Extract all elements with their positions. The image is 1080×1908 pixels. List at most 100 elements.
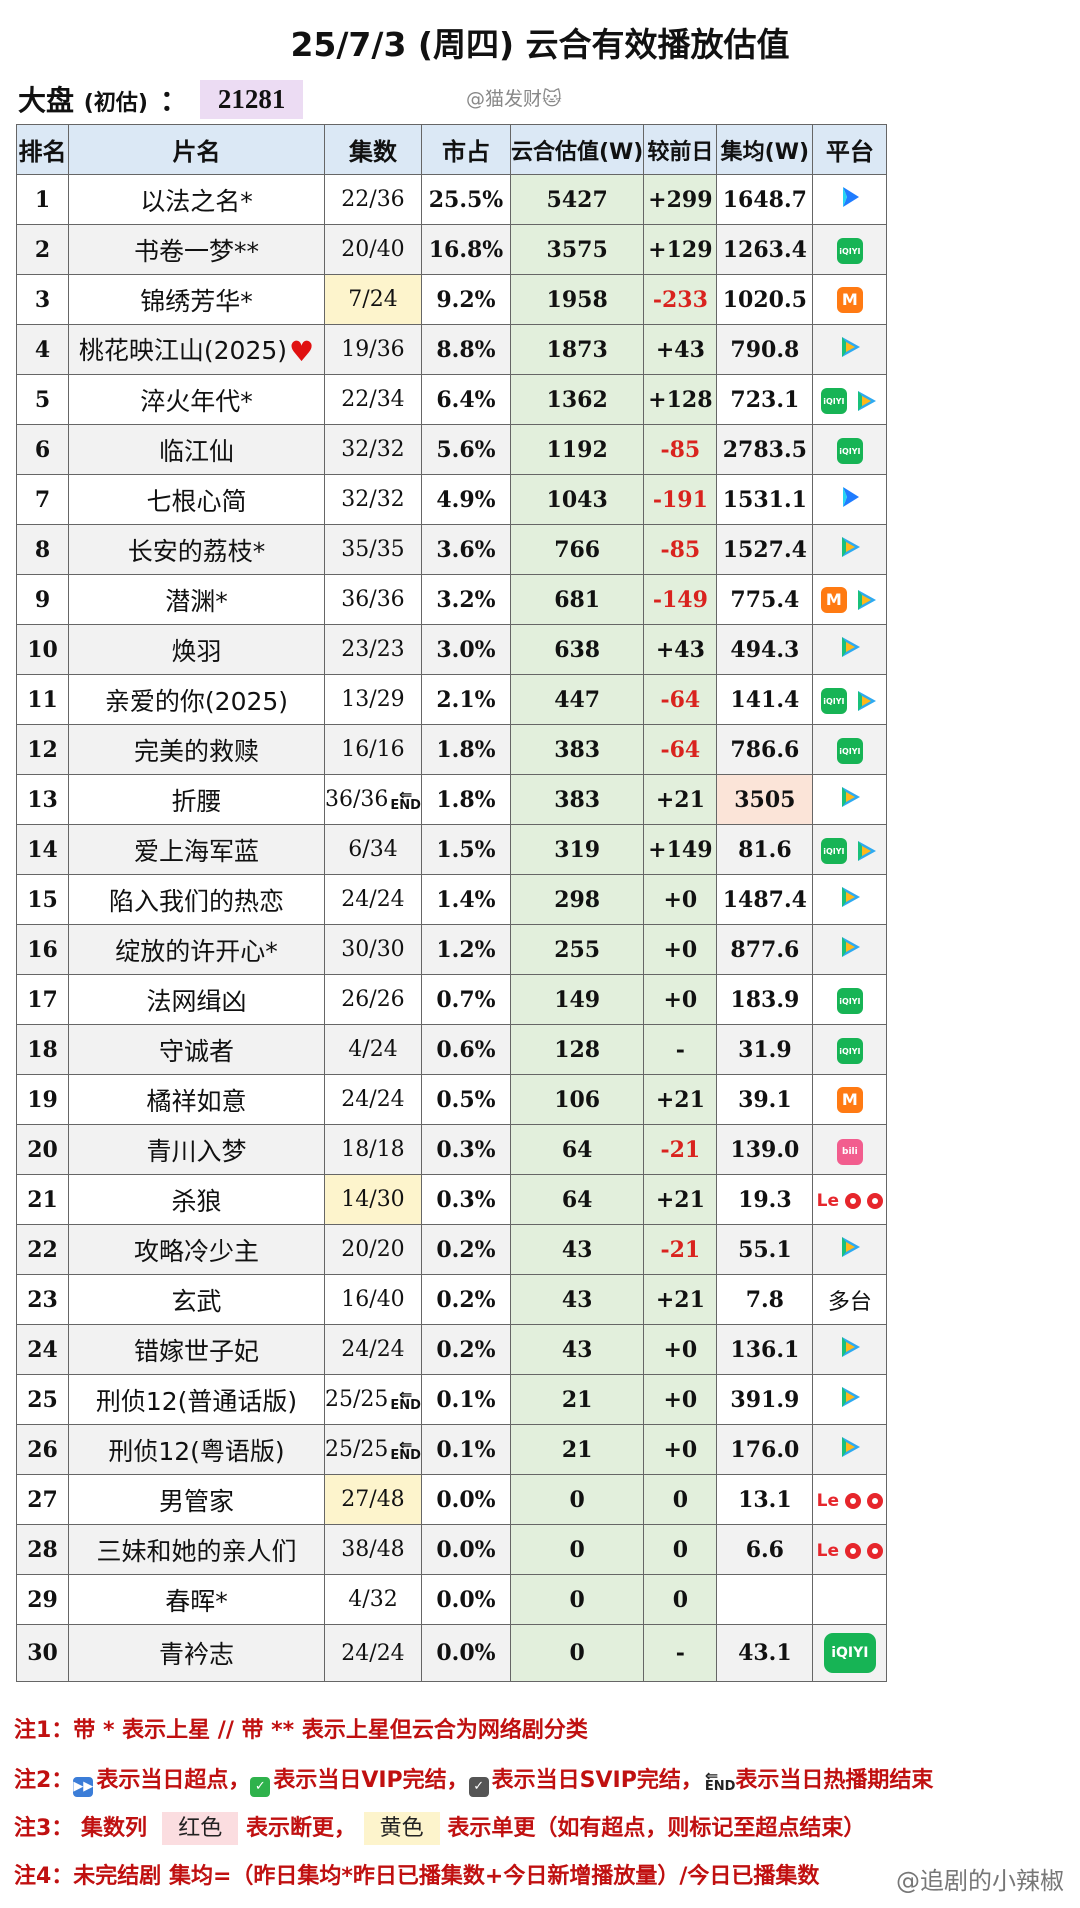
table-row: 10 焕羽 23/23 3.0% 638 +43 494.3 [16, 624, 888, 675]
avg-cell: 19.3 [716, 1174, 814, 1225]
title-cell: 潜渊* [68, 574, 325, 625]
avg-cell: 494.3 [716, 624, 814, 675]
avg-cell: 31.9 [716, 1024, 814, 1075]
table-row: 30 青衿志 24/24 0.0% 0-43.1 iQIYI [16, 1624, 888, 1682]
share-cell: 1.5% [420, 824, 511, 875]
check-icon: ✓ [250, 1777, 271, 1797]
table-row: 4 桃花映江山(2025)♥ 19/36 8.8% 1873 +43 790.8 [16, 324, 888, 375]
avg-cell: 39.1 [716, 1074, 814, 1125]
rank-cell: 6 [16, 424, 69, 475]
title-cell: 橘祥如意 [68, 1074, 325, 1125]
header-change: 较前日 [643, 124, 718, 175]
table-row: 19 橘祥如意 24/24 0.5% 106 +21 39.1 M [16, 1074, 888, 1125]
share-cell: 6.4% [420, 374, 511, 425]
youku-icon [837, 484, 863, 510]
platform-cell: iQIYI [812, 374, 888, 425]
rank-cell: 27 [16, 1474, 69, 1525]
estimate-cell: 43 [509, 1224, 645, 1275]
platform-cell [812, 774, 888, 825]
platform-cell [812, 624, 888, 675]
avg-cell: 1263.4 [716, 224, 814, 275]
change-cell: +21 [643, 1074, 718, 1125]
rank-cell: 28 [16, 1524, 69, 1575]
platform-cell [812, 524, 888, 575]
table-row: 16 绽放的许开心* 30/30 1.2% 255 +0 877.6 [16, 924, 888, 975]
platform-cell: iQIYI [812, 824, 888, 875]
youku-icon [837, 184, 863, 210]
change-cell: +149 [643, 824, 718, 875]
share-cell: 3.0% [420, 624, 511, 675]
end-arrow-icon: ⇐ END [390, 1385, 421, 1413]
share-cell: 1.2% [420, 924, 511, 975]
rank-cell: 3 [16, 274, 69, 325]
le-tv-icon: Le [816, 1191, 840, 1211]
avg-cell: 43.1 [716, 1624, 814, 1682]
change-cell: 0 [643, 1574, 718, 1625]
table-row: 23 玄武 16/40 0.2% 43 +21 7.8 多台 [16, 1274, 888, 1325]
note-3: 注3： 集数列 红色 表示断更， 黄色 表示单更（如有超点，则标记至超点结束） [14, 1810, 1064, 1845]
iqiyi-icon: iQIYI [820, 688, 847, 715]
episodes-cell: 23/23 [324, 624, 422, 675]
estimate-cell: 319 [509, 824, 645, 875]
avg-cell: 81.6 [716, 824, 814, 875]
estimate-cell: 1362 [509, 374, 645, 425]
platform-cell [812, 924, 888, 975]
platform-cell [812, 1574, 888, 1625]
header-estimate: 云合估值(W) [509, 124, 645, 175]
rank-cell: 25 [16, 1374, 69, 1425]
platform-cell: Le [812, 1524, 888, 1575]
title-cell: 绽放的许开心* [68, 924, 325, 975]
title-cell: 亲爱的你(2025) [68, 674, 325, 725]
estimate-cell: 5427 [509, 174, 645, 225]
title-cell: 男管家 [68, 1474, 325, 1525]
episodes-cell: 25/25 ⇐ END [324, 1424, 422, 1475]
change-cell: +43 [643, 624, 718, 675]
play-dot-icon [845, 1543, 862, 1559]
platform-cell [812, 1324, 888, 1375]
estimate-cell: 21 [509, 1374, 645, 1425]
episodes-cell: 36/36 ⇐ END [324, 774, 422, 825]
change-cell: +0 [643, 1424, 718, 1475]
table-row: 2 书卷一梦** 20/40 16.8% 3575 +129 1263.4 iQIYI [16, 224, 888, 275]
episodes-cell: 6/34 [324, 824, 422, 875]
iqiyi-icon: iQIYI [836, 438, 863, 465]
episodes-cell: 20/40 [324, 224, 422, 275]
rank-cell: 11 [16, 674, 69, 725]
estimate-cell: 43 [509, 1324, 645, 1375]
table-row: 29 春晖* 4/32 0.0% 0 0 [16, 1574, 888, 1625]
change-cell: -64 [643, 674, 718, 725]
table-row: 20 青川入梦 18/18 0.3% 64 -21 139.0 bili [16, 1124, 888, 1175]
estimate-cell: 106 [509, 1074, 645, 1125]
title-cell: 桃花映江山(2025)♥ [68, 324, 325, 375]
avg-cell: 141.4 [716, 674, 814, 725]
share-cell: 0.3% [420, 1124, 511, 1175]
episodes-cell: 35/35 [324, 524, 422, 575]
title-cell: 临江仙 [68, 424, 325, 475]
iqiyi-icon: iQIYI [836, 238, 863, 265]
title-cell: 三妹和她的亲人们 [68, 1524, 325, 1575]
estimate-cell: 447 [509, 674, 645, 725]
change-cell: -85 [643, 524, 718, 575]
rank-cell: 2 [16, 224, 69, 275]
table-row: 14 爱上海军蓝 6/34 1.5% 319 +149 81.6 iQIYI [16, 824, 888, 875]
title-cell: 完美的救赎 [68, 724, 325, 775]
total-label: 大盘 (初估) [18, 84, 148, 117]
rank-cell: 13 [16, 774, 69, 825]
episodes-cell: 22/34 [324, 374, 422, 425]
yellow-legend: 黄色 [363, 1812, 440, 1845]
episodes-cell: 32/32 [324, 474, 422, 525]
rank-cell: 12 [16, 724, 69, 775]
episodes-cell: 27/48 [324, 1474, 422, 1525]
heart-icon: ♥ [289, 335, 315, 369]
episodes-cell: 25/25 ⇐ END [324, 1374, 422, 1425]
avg-cell: 183.9 [716, 974, 814, 1025]
tencent-video-icon [837, 534, 863, 560]
episodes-cell: 13/29 [324, 674, 422, 725]
estimate-cell: 64 [509, 1124, 645, 1175]
avg-cell: 786.6 [716, 724, 814, 775]
rank-cell: 15 [16, 874, 69, 925]
tencent-video-icon [837, 334, 863, 360]
avg-cell: 877.6 [716, 924, 814, 975]
share-cell: 3.2% [420, 574, 511, 625]
